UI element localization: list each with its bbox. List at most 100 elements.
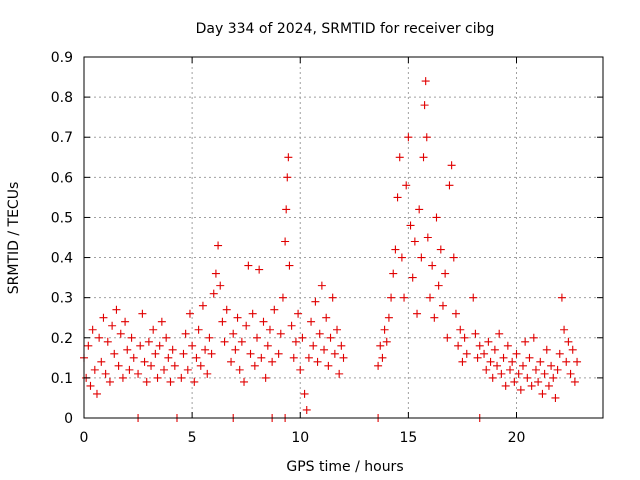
data-point (151, 349, 160, 358)
data-point (471, 329, 480, 338)
data-point (330, 349, 339, 358)
data-point (285, 261, 294, 270)
data-point (393, 193, 402, 202)
data-point (335, 369, 344, 378)
data-point (97, 357, 106, 366)
data-point (227, 357, 236, 366)
data-point (482, 365, 491, 374)
data-point (395, 153, 404, 162)
data-point (529, 333, 538, 342)
data-point (149, 325, 158, 334)
data-point (147, 361, 156, 370)
data-point (153, 373, 162, 382)
data-point (95, 333, 104, 342)
data-point (320, 345, 329, 354)
data-point (125, 365, 134, 374)
data-point (201, 345, 210, 354)
data-point (259, 317, 268, 326)
data-point (108, 321, 117, 330)
data-point (506, 365, 515, 374)
data-point (231, 345, 240, 354)
y-tick-label: 0.3 (51, 291, 73, 307)
data-point (216, 281, 225, 290)
data-point (263, 341, 272, 350)
data-point (324, 361, 333, 370)
y-tick-label: 0.1 (51, 371, 73, 387)
data-point (218, 317, 227, 326)
data-point (333, 325, 342, 334)
data-point (214, 241, 223, 250)
data-point (233, 313, 242, 322)
y-tick-label: 0.6 (51, 170, 73, 186)
data-point (484, 337, 493, 346)
y-axis-label: SRMTID / TECUs (6, 182, 22, 295)
data-point (270, 305, 279, 314)
data-point (315, 329, 324, 338)
data-point (322, 313, 331, 322)
data-point (568, 345, 577, 354)
data-point (129, 353, 138, 362)
data-point (185, 309, 194, 318)
data-point (573, 357, 582, 366)
data-point (337, 341, 346, 350)
data-point (540, 369, 549, 378)
chart-title: Day 334 of 2024, SRMTID for receiver cib… (196, 21, 495, 37)
data-point (514, 369, 523, 378)
data-point (179, 349, 188, 358)
data-point (374, 361, 383, 370)
data-point (298, 333, 307, 342)
data-point (553, 365, 562, 374)
data-point (296, 365, 305, 374)
data-point (105, 377, 114, 386)
x-tick-label: 10 (291, 430, 309, 446)
data-point (570, 377, 579, 386)
x-tick-label: 5 (188, 430, 197, 446)
data-point (488, 373, 497, 382)
data-point (268, 357, 277, 366)
data-point (157, 317, 166, 326)
data-point (512, 349, 521, 358)
data-point (555, 349, 564, 358)
data-point (438, 301, 447, 310)
data-point (426, 293, 434, 302)
data-point (428, 261, 437, 270)
data-point (155, 341, 164, 350)
data-point (326, 333, 335, 342)
data-point (458, 357, 467, 366)
data-point (397, 253, 406, 262)
data-point (443, 333, 452, 342)
data-point (278, 293, 287, 302)
data-point (242, 321, 251, 330)
data-point (289, 353, 298, 362)
data-point (531, 365, 540, 374)
data-point (406, 221, 415, 230)
data-point (86, 381, 95, 390)
data-point (265, 325, 274, 334)
data-point (417, 253, 426, 262)
data-point (384, 313, 393, 322)
data-point (250, 361, 259, 370)
data-point (302, 405, 311, 414)
data-point (103, 337, 112, 346)
data-point (198, 301, 207, 310)
data-point (389, 269, 398, 278)
data-point (378, 353, 387, 362)
data-point (203, 369, 212, 378)
data-point (402, 181, 411, 190)
data-point (116, 329, 125, 338)
data-point (510, 377, 519, 386)
y-tick-label: 0 (64, 411, 73, 427)
data-point (313, 357, 322, 366)
data-point (421, 77, 430, 86)
data-point (177, 373, 186, 382)
data-point (300, 389, 309, 398)
data-point (400, 293, 409, 302)
y-tick-label: 0.8 (51, 90, 73, 106)
data-point (114, 361, 123, 370)
data-point (454, 341, 463, 350)
data-point (560, 325, 569, 334)
data-point (192, 353, 201, 362)
data-point (88, 325, 97, 334)
